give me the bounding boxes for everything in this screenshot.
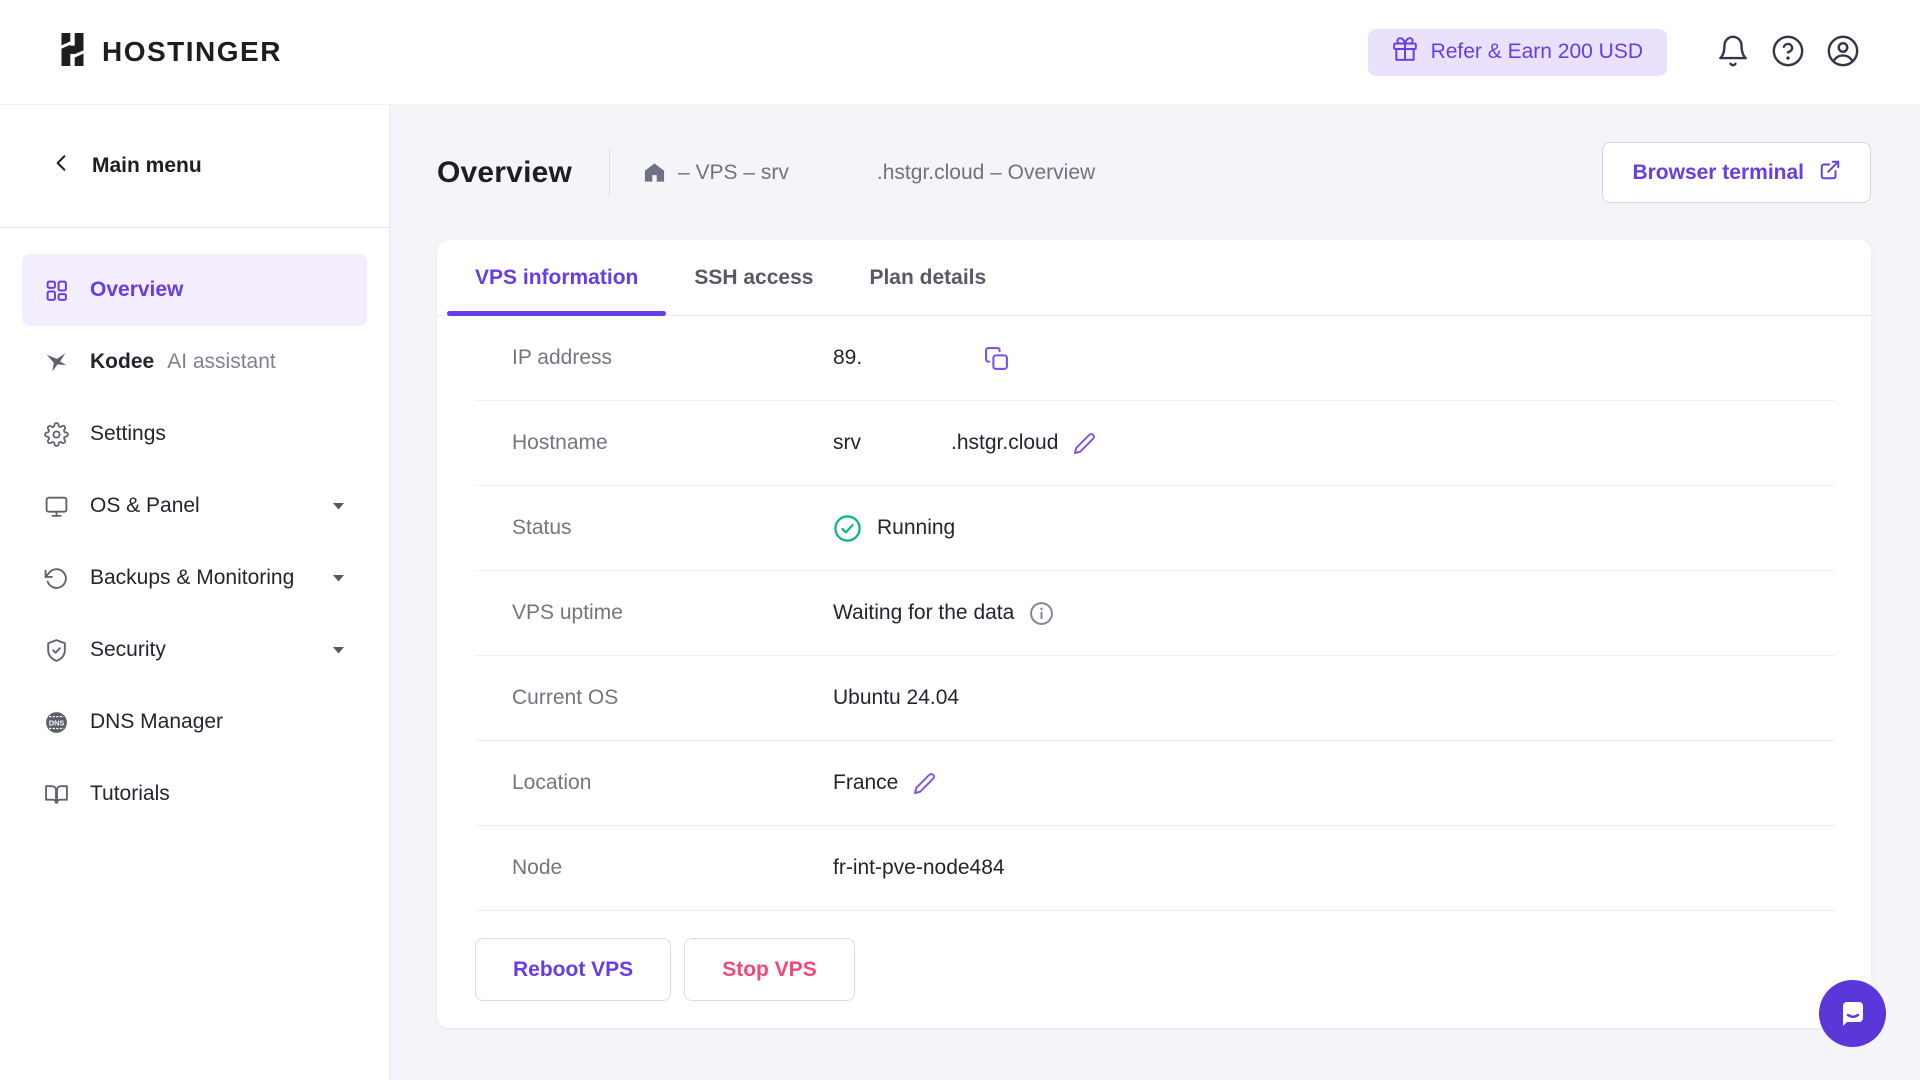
info-icon[interactable] [1029, 601, 1054, 626]
main-menu-label: Main menu [92, 154, 202, 177]
external-link-icon [1819, 159, 1841, 187]
vps-actions: Reboot VPS Stop VPS [437, 911, 1871, 1001]
tab-ssh-access[interactable]: SSH access [694, 265, 814, 289]
row-label: Status [512, 516, 572, 539]
chat-icon [1836, 997, 1870, 1031]
node-value: fr-int-pve-node484 [833, 856, 1005, 879]
main-menu-back[interactable]: Main menu [0, 105, 389, 228]
tab-bar: VPS information SSH access Plan details [437, 240, 1871, 316]
gift-icon [1392, 36, 1418, 68]
refer-earn-label: Refer & Earn 200 USD [1430, 40, 1643, 63]
sidebar-item-label: OS & Panel [90, 494, 200, 517]
ip-address-value: 89. [833, 346, 863, 369]
row-label: Hostname [512, 431, 608, 454]
bell-icon [1716, 34, 1750, 71]
sidebar-item-tutorials[interactable]: Tutorials [22, 758, 367, 830]
refer-earn-button[interactable]: Refer & Earn 200 USD [1367, 28, 1667, 76]
sidebar-item-backups-monitoring[interactable]: Backups & Monitoring [22, 542, 367, 614]
breadcrumb-part1: – VPS – srv [678, 160, 789, 184]
row-label: VPS uptime [512, 601, 623, 624]
live-chat-button[interactable] [1819, 980, 1886, 1047]
profile-icon [1826, 34, 1860, 71]
row-label: Node [512, 856, 563, 879]
help-button[interactable] [1769, 33, 1807, 71]
hostinger-logomark-icon [59, 33, 86, 71]
breadcrumb-part2: .hstgr.cloud – Overview [876, 160, 1096, 184]
table-row-vps-uptime: VPS uptime Waiting for the data [475, 571, 1835, 656]
sidebar-item-label: Security [90, 638, 166, 661]
sidebar-item-label: Tutorials [90, 782, 170, 805]
kodee-suffix-label: AI assistant [167, 350, 276, 373]
breadcrumb-divider [609, 148, 611, 197]
chevron-down-icon [332, 502, 345, 510]
chevron-down-icon [332, 646, 345, 654]
sidebar-item-kodee[interactable]: Kodee AI assistant [22, 326, 367, 398]
status-badge: Running [877, 516, 956, 539]
dashboard-grid-icon [44, 278, 69, 303]
sidebar-item-security[interactable]: Security [22, 614, 367, 686]
home-icon[interactable] [643, 161, 666, 184]
top-header: HOSTINGER Refer & Earn 200 USD [0, 0, 1920, 105]
tab-vps-information[interactable]: VPS information [447, 240, 667, 316]
page-title: Overview [437, 155, 573, 189]
tab-plan-details[interactable]: Plan details [869, 265, 987, 289]
table-row-node: Node fr-int-pve-node484 [475, 826, 1835, 911]
restore-icon [44, 566, 69, 591]
table-row-hostname: Hostname srv .hstgr.cloud [475, 401, 1835, 486]
dns-globe-icon: DNS [44, 710, 69, 735]
sidebar-item-label: Settings [90, 422, 166, 445]
stop-vps-button[interactable]: Stop VPS [684, 938, 855, 1001]
notifications-button[interactable] [1714, 33, 1752, 71]
table-row-status: Status Running [475, 486, 1835, 571]
page-header: Overview – VPS – srv .hstgr.cloud – Over… [391, 105, 1920, 240]
row-label: IP address [512, 346, 613, 369]
kodee-bird-icon [44, 350, 69, 375]
chevron-left-icon [53, 154, 69, 178]
browser-terminal-label: Browser terminal [1632, 160, 1804, 184]
sidebar-item-label: DNS Manager [90, 710, 224, 733]
edit-pencil-icon[interactable] [913, 772, 936, 795]
row-label: Location [512, 771, 592, 794]
reboot-vps-button[interactable]: Reboot VPS [475, 938, 672, 1001]
table-row-location: Location France [475, 741, 1835, 826]
browser-terminal-button[interactable]: Browser terminal [1602, 142, 1871, 203]
copy-icon[interactable] [984, 346, 1009, 371]
sidebar-item-overview[interactable]: Overview [22, 254, 367, 326]
main-content: Overview – VPS – srv .hstgr.cloud – Over… [391, 105, 1920, 1080]
sidebar-item-label: Overview [90, 278, 184, 301]
svg-text:DNS: DNS [49, 718, 65, 727]
location-value: France [833, 771, 899, 794]
table-row-current-os: Current OS Ubuntu 24.04 [475, 656, 1835, 741]
status-check-icon [833, 514, 862, 543]
help-icon [1771, 34, 1805, 71]
vps-info-table: IP address 89. Hostname srv [475, 316, 1835, 911]
sidebar: Main menu Overview Kodee AI assistant [0, 105, 390, 1080]
brand-name: HOSTINGER [102, 36, 282, 67]
sidebar-item-label: Kodee [90, 350, 155, 373]
table-row-ip-address: IP address 89. [475, 316, 1835, 401]
hostname-suffix: .hstgr.cloud [951, 431, 1059, 454]
sidebar-item-os-panel[interactable]: OS & Panel [22, 470, 367, 542]
shield-icon [44, 638, 69, 663]
sidebar-item-dns-manager[interactable]: DNS DNS Manager [22, 686, 367, 758]
sidebar-item-label: Backups & Monitoring [90, 566, 295, 589]
monitor-icon [44, 494, 69, 519]
chevron-down-icon [332, 574, 345, 582]
hostinger-logo[interactable]: HOSTINGER [59, 33, 282, 71]
gear-icon [44, 421, 69, 447]
sidebar-item-settings[interactable]: Settings [22, 398, 367, 470]
breadcrumb: – VPS – srv .hstgr.cloud – Overview [643, 161, 1095, 185]
edit-pencil-icon[interactable] [1073, 432, 1096, 455]
hostname-prefix: srv [833, 431, 861, 454]
vps-overview-card: VPS information SSH access Plan details … [437, 240, 1871, 1028]
account-button[interactable] [1824, 33, 1862, 71]
sidebar-nav: Overview Kodee AI assistant Settings [0, 228, 389, 830]
uptime-value: Waiting for the data [833, 601, 1015, 624]
book-icon [44, 782, 69, 807]
current-os-value: Ubuntu 24.04 [833, 686, 960, 709]
row-label: Current OS [512, 686, 619, 709]
